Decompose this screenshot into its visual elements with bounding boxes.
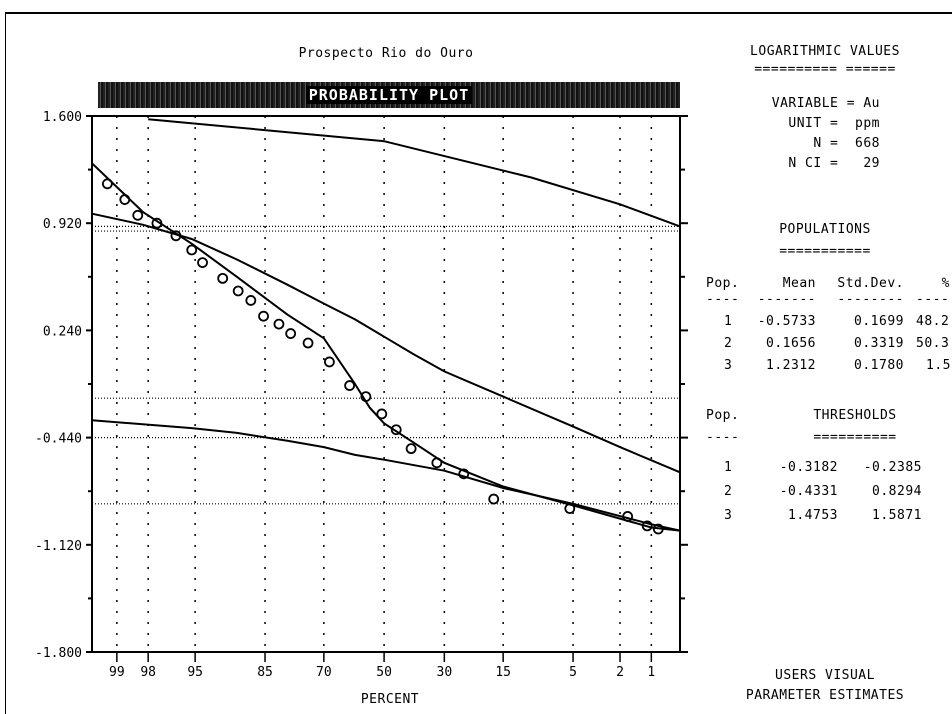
data-point — [285, 328, 297, 339]
footer-line-1: USERS VISUAL — [775, 668, 875, 683]
panel-variable: VARIABLE = Au — [771, 96, 880, 111]
data-point — [324, 356, 335, 368]
pop-row-2-id: 2 — [724, 336, 733, 351]
x-tick-label: 1 — [647, 665, 655, 680]
x-tick-label: 98 — [140, 665, 156, 680]
pop-dashes-3: -------- — [837, 292, 904, 307]
x-tick-label: 2 — [616, 665, 624, 680]
y-tick-label: 0.920 — [43, 217, 82, 232]
pop-row-1-stddev: 0.1699 — [854, 314, 904, 329]
y-tick-label: -0.440 — [35, 432, 82, 447]
curve-line-1 — [91, 162, 681, 532]
x-tick-label: 5 — [569, 665, 577, 680]
data-point — [232, 285, 244, 297]
curve-line-2 — [91, 212, 681, 474]
data-point — [488, 493, 500, 505]
y-tick-label: -1.800 — [35, 646, 82, 661]
y-tick-label: 0.240 — [43, 324, 82, 339]
pop-header-percent: % — [941, 276, 950, 291]
data-point — [258, 310, 269, 322]
pop-row-1-percent: 48.2 — [916, 314, 950, 329]
populations-rule: =========== — [779, 244, 871, 259]
threshold-row-3-id: 3 — [724, 508, 733, 523]
threshold-row-2-id: 2 — [724, 484, 733, 499]
pop-row-2-percent: 50.3 — [916, 336, 950, 351]
x-tick-label: 15 — [495, 665, 511, 680]
data-point — [405, 443, 417, 455]
plot-banner: PROBABILITY PLOT — [98, 82, 680, 108]
x-tick-label: 95 — [187, 665, 203, 680]
panel-n: N = 668 — [813, 136, 880, 151]
data-point — [344, 380, 356, 391]
panel-unit: UNIT = ppm — [788, 116, 880, 131]
pop-header-pop: Pop. — [706, 276, 740, 291]
pop-dashes-4: ---- — [916, 292, 950, 307]
x-tick-label: 30 — [437, 665, 453, 680]
chart-subtitle: PROBABILITY PLOT — [305, 86, 473, 104]
panel-heading-rule: ========== ====== — [754, 62, 896, 77]
threshold-row-2-low: -0.4331 — [779, 484, 838, 499]
threshold-row-1-high: -0.2385 — [863, 460, 922, 475]
pop-row-2-stddev: 0.3319 — [854, 336, 904, 351]
thresholds-heading: THRESHOLDS — [813, 408, 897, 423]
x-axis-label: PERCENT — [360, 692, 420, 707]
y-tick-label: -1.120 — [35, 539, 82, 554]
thresholds-pop-label: Pop. — [706, 408, 740, 423]
pop-row-3-percent: 1.5 — [926, 358, 951, 373]
y-tick-label: 1.600 — [43, 110, 82, 125]
data-point — [186, 244, 198, 256]
panel-heading: LOGARITHMIC VALUES — [750, 44, 900, 59]
pop-row-3-stddev: 0.1780 — [854, 358, 904, 373]
pop-header-stddev: Std.Dev. — [837, 276, 904, 291]
panel-n-ci: N CI = 29 — [788, 156, 880, 171]
data-point — [132, 209, 144, 221]
pop-dashes-1: ---- — [706, 292, 740, 307]
pop-row-3-mean: 1.2312 — [766, 358, 816, 373]
screen-frame — [5, 12, 952, 714]
x-tick-label: 99 — [109, 665, 125, 680]
threshold-row-3-high: 1.5871 — [872, 508, 922, 523]
pop-header-mean: Mean — [782, 276, 816, 291]
threshold-row-1-low: -0.3182 — [779, 460, 838, 475]
thresholds-rule: ========== — [813, 430, 897, 445]
threshold-row-2-high: 0.8294 — [872, 484, 922, 499]
data-point — [197, 257, 208, 269]
threshold-row-1-id: 1 — [724, 460, 733, 475]
pop-dashes-2: ------- — [757, 292, 816, 307]
x-tick-label: 85 — [257, 665, 273, 680]
curve-line-3 — [148, 118, 681, 228]
thresholds-dashes: ---- — [706, 430, 740, 445]
data-point — [245, 295, 257, 306]
populations-heading: POPULATIONS — [779, 222, 871, 237]
pop-row-1-mean: -0.5733 — [757, 314, 816, 329]
data-point — [217, 272, 229, 284]
data-point — [273, 318, 285, 330]
data-point — [376, 408, 388, 420]
curve-line-4 — [91, 419, 681, 532]
footer-line-2: PARAMETER ESTIMATES — [745, 688, 905, 703]
pop-row-3-id: 3 — [724, 358, 733, 373]
pop-row-1-id: 1 — [724, 314, 733, 329]
x-tick-label: 70 — [316, 665, 332, 680]
data-point — [302, 337, 314, 349]
pop-row-2-mean: 0.1656 — [766, 336, 816, 351]
threshold-row-3-low: 1.4753 — [788, 508, 838, 523]
chart-title: Prospecto Rio do Ouro — [298, 46, 474, 61]
x-tick-label: 50 — [376, 665, 392, 680]
